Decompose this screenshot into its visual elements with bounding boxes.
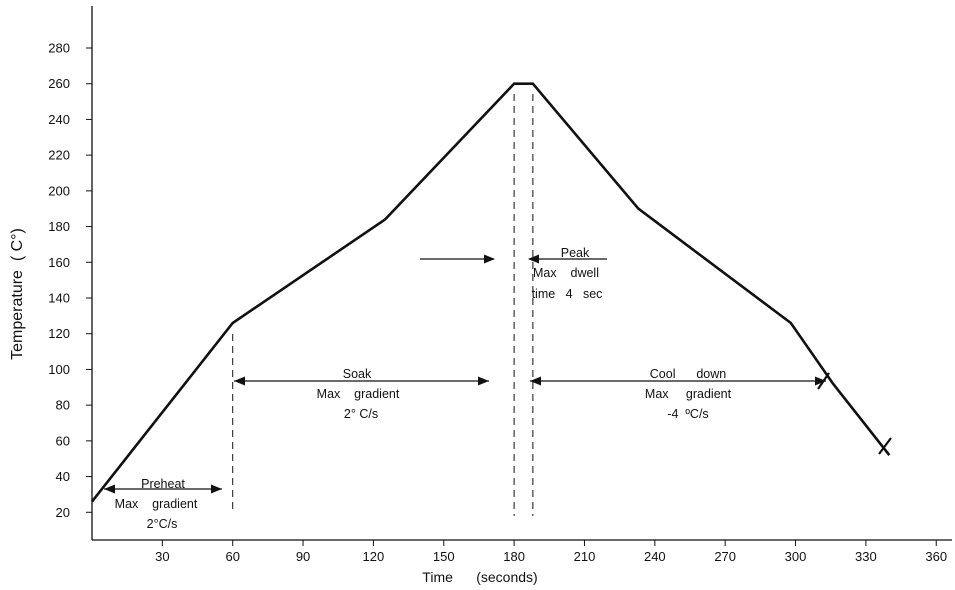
x-tick-label: 330 bbox=[855, 549, 877, 564]
axis-ticks: 20 40 60 80 100 120 140 160 180 200 220 240 260 280 30… bbox=[48, 41, 947, 564]
y-tick-label: 40 bbox=[56, 469, 70, 484]
peak-right-arrowhead bbox=[528, 254, 539, 264]
y-tick-label: 20 bbox=[56, 505, 70, 520]
preheat-title: Preheat bbox=[141, 477, 185, 491]
x-tick-label: 30 bbox=[155, 549, 169, 564]
preheat-rate-label: 2°C/s bbox=[147, 517, 178, 531]
peak-title: Peak bbox=[561, 246, 590, 260]
x-tick-label: 360 bbox=[925, 549, 947, 564]
cool-down-arrow-right bbox=[815, 376, 826, 386]
x-axis-title: Time (seconds) bbox=[422, 569, 537, 585]
y-tick-label: 120 bbox=[48, 326, 70, 341]
cool-down-end-mark bbox=[817, 372, 830, 390]
y-tick-label: 260 bbox=[48, 76, 70, 91]
x-tick-label: 120 bbox=[363, 549, 385, 564]
x-tick-label: 60 bbox=[225, 549, 239, 564]
cool-down-title: Cool down bbox=[650, 367, 726, 381]
x-tick-label: 240 bbox=[644, 549, 666, 564]
y-axis-title: Temperature ( C°) bbox=[9, 228, 26, 360]
y-tick-label: 160 bbox=[48, 255, 70, 270]
x-tick-label: 300 bbox=[785, 549, 807, 564]
y-tick-label: 60 bbox=[56, 433, 70, 448]
y-tick-label: 80 bbox=[56, 398, 70, 413]
y-tick-label: 100 bbox=[48, 362, 70, 377]
soak-title: Soak bbox=[343, 367, 372, 381]
cool-down-arrow-left bbox=[530, 376, 541, 386]
series-profile-line bbox=[90, 82, 891, 503]
peak-dwell-label: Max dwell bbox=[533, 266, 599, 280]
cool-down-rate-label: -4 ºC/s bbox=[667, 407, 708, 421]
preheat-arrow-left bbox=[104, 484, 115, 494]
x-tick-label: 180 bbox=[503, 549, 525, 564]
x-tick-label: 210 bbox=[574, 549, 596, 564]
preheat-arrow-right bbox=[211, 484, 222, 494]
x-tick-label: 270 bbox=[714, 549, 736, 564]
y-tick-label: 140 bbox=[48, 291, 70, 306]
soak-arrow-left bbox=[234, 376, 245, 386]
series-layer bbox=[90, 82, 892, 503]
y-tick-label: 280 bbox=[48, 41, 70, 56]
peak-left-arrowhead bbox=[484, 254, 495, 264]
profile-end-mark bbox=[878, 437, 892, 455]
cool-down-gradient-label: Max gradient bbox=[645, 387, 732, 401]
axes bbox=[91, 6, 952, 541]
phase-guides bbox=[104, 94, 826, 516]
y-tick-label: 200 bbox=[48, 183, 70, 198]
y-tick-label: 180 bbox=[48, 219, 70, 234]
soak-rate-label: 2° C/s bbox=[344, 407, 378, 421]
soak-gradient-label: Max gradient bbox=[317, 387, 400, 401]
y-tick-label: 240 bbox=[48, 112, 70, 127]
soak-arrow-right bbox=[478, 376, 489, 386]
x-tick-label: 90 bbox=[296, 549, 310, 564]
preheat-gradient-label: Max gradient bbox=[115, 497, 198, 511]
y-tick-label: 220 bbox=[48, 148, 70, 163]
peak-time-label: time 4 sec bbox=[532, 287, 603, 301]
x-tick-label: 150 bbox=[433, 549, 455, 564]
